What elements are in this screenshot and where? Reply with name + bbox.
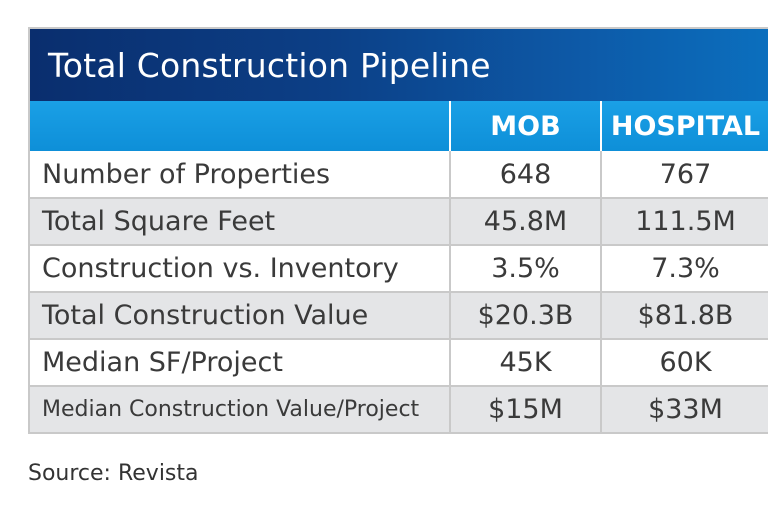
pipeline-table: MOB HOSPITAL Number of Properties 648 76…: [30, 101, 768, 434]
mob-value: $20.3B: [450, 292, 602, 340]
hospital-value: $81.8B: [601, 292, 768, 340]
mob-value: 648: [450, 151, 602, 199]
mob-value: 3.5%: [450, 245, 602, 293]
hospital-value: 7.3%: [601, 245, 768, 293]
mob-value: 45.8M: [450, 198, 602, 246]
header-blank: [30, 101, 451, 151]
row-label: Construction vs. Inventory: [30, 245, 451, 293]
table-row: Median Construction Value/Project $15M $…: [30, 386, 768, 434]
table-row: Median SF/Project 45K 60K: [30, 339, 768, 387]
hospital-value: 111.5M: [601, 198, 768, 246]
table-row: Total Construction Value $20.3B $81.8B: [30, 292, 768, 340]
row-label: Total Square Feet: [30, 198, 451, 246]
pipeline-table-container: Total Construction Pipeline MOB HOSPITAL…: [28, 27, 768, 434]
hospital-value: 60K: [601, 339, 768, 387]
table-row: Total Square Feet 45.8M 111.5M: [30, 198, 768, 246]
mob-value: 45K: [450, 339, 602, 387]
row-label: Median Construction Value/Project: [30, 386, 451, 434]
table-title: Total Construction Pipeline: [48, 45, 491, 85]
source-note: Source: Revista: [28, 461, 199, 486]
header-hospital: HOSPITAL: [601, 101, 768, 151]
title-bar: Total Construction Pipeline: [30, 29, 768, 101]
mob-value: $15M: [450, 386, 602, 434]
row-label: Number of Properties: [30, 151, 451, 199]
table-row: Construction vs. Inventory 3.5% 7.3%: [30, 245, 768, 293]
header-mob: MOB: [450, 101, 602, 151]
header-row: MOB HOSPITAL: [30, 101, 768, 151]
row-label: Total Construction Value: [30, 292, 451, 340]
row-label: Median SF/Project: [30, 339, 451, 387]
table-row: Number of Properties 648 767: [30, 151, 768, 199]
hospital-value: 767: [601, 151, 768, 199]
hospital-value: $33M: [601, 386, 768, 434]
